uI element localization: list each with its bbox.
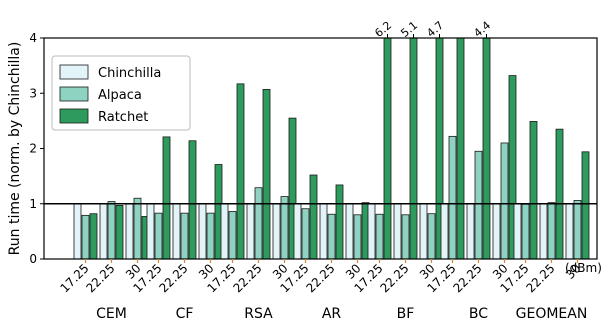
legend-label-chinchilla: Chinchilla (98, 66, 161, 81)
bar-alpaca (401, 214, 410, 260)
y-tick-label: 2 (29, 142, 37, 156)
bar-alpaca (427, 213, 436, 260)
bar-alpaca (448, 135, 457, 260)
bar-chinchilla (125, 203, 134, 260)
bar-chinchilla (272, 203, 281, 260)
legend: Chinchilla Alpaca Ratchet (51, 55, 191, 131)
bar-chinchilla (146, 203, 155, 260)
bar-chinchilla (440, 203, 449, 260)
benchmark-label: GEOMEAN (516, 306, 588, 322)
bar-chinchilla (319, 203, 328, 260)
clipped-value-label: 6.2 (372, 19, 394, 40)
bar-ratchet (309, 174, 318, 260)
clipped-value-label: 4.7 (424, 19, 446, 40)
y-axis-title: Run time (norm. by Chinchilla) (7, 42, 23, 256)
bar-chinchilla (513, 203, 522, 260)
benchmark-label: CF (176, 306, 194, 322)
bar-alpaca (521, 203, 530, 260)
bar-chinchilla (492, 203, 501, 260)
legend-swatch-ratchet (59, 108, 89, 124)
legend-swatch-chinchilla (59, 64, 89, 80)
bar-alpaca (206, 212, 215, 260)
power-tick-label: 22.25 (83, 261, 117, 295)
power-tick-label: 22.25 (377, 261, 411, 295)
power-tick-label: 22.25 (230, 261, 264, 295)
bar-ratchet (555, 128, 564, 260)
bar-ratchet (335, 184, 344, 260)
legend-label-ratchet: Ratchet (98, 110, 148, 125)
bar-alpaca (107, 201, 116, 260)
bar-alpaca (474, 150, 483, 260)
benchmark-label: BC (469, 306, 488, 322)
benchmark-label: BF (397, 306, 415, 322)
bar-chinchilla (172, 203, 181, 260)
bar-chinchilla (367, 203, 376, 260)
bar-chinchilla (293, 203, 302, 260)
bar-chinchilla (220, 203, 229, 260)
bar-alpaca (81, 214, 90, 260)
bar-ratchet (383, 37, 392, 260)
power-tick-label: 22.25 (303, 261, 337, 295)
bar-chinchilla (419, 203, 428, 260)
bars-layer (73, 37, 590, 260)
bar-chinchilla (73, 203, 82, 260)
bar-ratchet (409, 37, 418, 260)
bar-chinchilla (198, 203, 207, 260)
bar-chinchilla (539, 203, 548, 260)
bar-ratchet (162, 136, 171, 260)
clipped-value-label: 5.1 (398, 19, 420, 40)
power-tick-label: 22.25 (156, 261, 190, 295)
benchmark-label: RSA (244, 306, 273, 322)
bar-ratchet (115, 205, 124, 260)
bar-alpaca (301, 208, 310, 260)
bar-alpaca (280, 196, 289, 260)
power-tick-label: 22.25 (523, 261, 557, 295)
bar-alpaca (154, 212, 163, 260)
bar-alpaca (228, 211, 237, 260)
bar-ratchet (262, 88, 271, 260)
bar-chinchilla (393, 203, 402, 260)
bar-alpaca (547, 202, 556, 260)
legend-label-alpaca: Alpaca (98, 88, 142, 103)
benchmark-label: CEM (96, 306, 127, 322)
bar-chinchilla (99, 203, 108, 260)
x-axis-unit-label: (dBm) (565, 261, 602, 275)
bar-ratchet (188, 140, 197, 260)
bar-alpaca (254, 187, 263, 260)
y-axis: 0 1 2 3 4 (29, 31, 44, 266)
bar-ratchet (581, 151, 590, 260)
bar-ratchet (89, 213, 98, 260)
bar-ratchet (236, 83, 245, 260)
legend-swatch-alpaca (59, 86, 89, 102)
power-tick-label: 22.25 (450, 261, 484, 295)
bar-alpaca (327, 213, 336, 260)
bar-ratchet (529, 121, 538, 260)
y-tick-label: 4 (29, 31, 37, 45)
power-tick-label: 17.25 (57, 261, 91, 295)
clipped-value-label: 4.4 (471, 19, 493, 40)
bar-alpaca (180, 212, 189, 260)
bar-alpaca (353, 214, 362, 260)
bar-chinchilla (565, 203, 574, 260)
bar-chinchilla (466, 203, 475, 260)
bar-alpaca (133, 197, 142, 260)
bar-alpaca (573, 200, 582, 260)
bar-chinchilla (246, 203, 255, 260)
bar-chinchilla (345, 203, 354, 260)
benchmark-label: AR (322, 306, 342, 322)
y-tick-label: 0 (29, 252, 37, 266)
y-tick-label: 3 (29, 86, 37, 100)
y-tick-label: 1 (29, 197, 37, 211)
bar-alpaca (375, 213, 384, 260)
clipped-value-labels: 6.2 5.1 4.7 4.4 (372, 19, 493, 40)
bar-ratchet (482, 37, 491, 260)
bar-ratchet (456, 37, 465, 260)
bar-alpaca (500, 142, 509, 260)
